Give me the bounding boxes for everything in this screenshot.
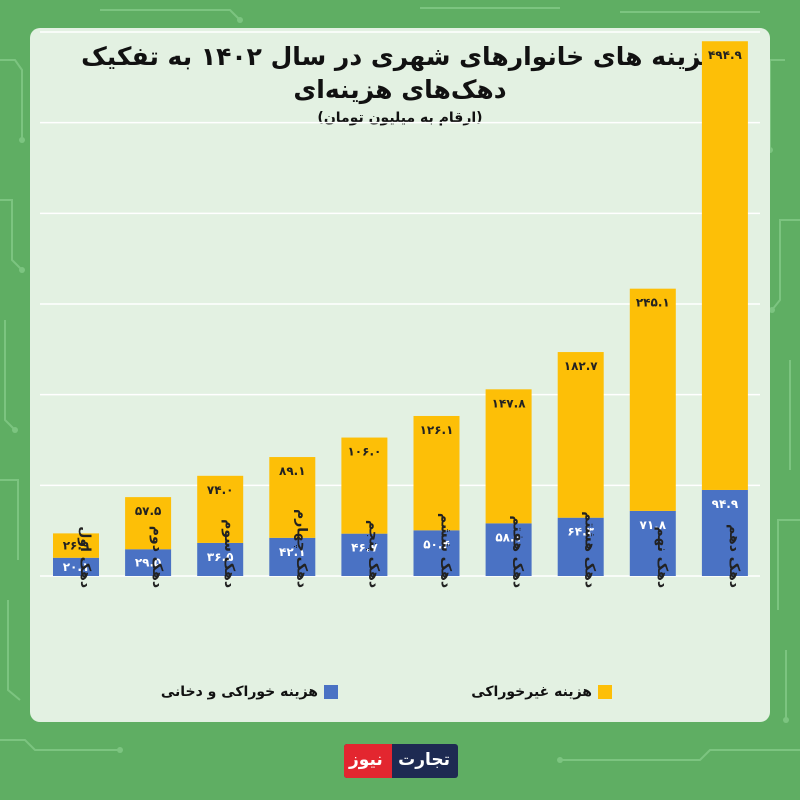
brand-logo: تجارت نیوز: [344, 744, 458, 778]
data-label: ۵۰.۴: [423, 537, 450, 551]
data-label: ۱۴۷.۸: [492, 396, 527, 410]
brand-logo-red-block: [344, 744, 392, 778]
legend: هزینه غیرخوراکی هزینه خوراکی و دخانی: [40, 684, 760, 706]
data-label: ۱۰۶.۰: [347, 445, 381, 459]
bar-segment-food: [629, 510, 676, 576]
bar-segment-non-food: [413, 415, 460, 531]
data-label: ۶۴.۳: [567, 525, 594, 539]
bar-segment-food: [341, 533, 388, 576]
bar-segment-non-food: [197, 475, 244, 543]
bar-segment-food: [197, 542, 244, 576]
data-label: ۲۰.۱: [63, 560, 90, 574]
bar-segment-non-food: [701, 41, 748, 490]
bar-segment-food: [557, 517, 604, 576]
legend-label-non-food: هزینه غیرخوراکی: [471, 684, 592, 700]
bar-segment-non-food: [125, 497, 172, 550]
bar-segment-food: [413, 530, 460, 576]
bar-segment-non-food: [485, 389, 532, 524]
data-label: ۳۶.۵: [207, 550, 234, 564]
category-label: دهک دهم: [726, 524, 742, 588]
bar-segment-non-food: [341, 437, 388, 534]
data-label: ۷۱.۸: [640, 518, 667, 532]
category-label: دهک هشتم: [582, 511, 598, 588]
data-label: ۸۹.۱: [279, 464, 306, 478]
category-label: دهک هفتم: [510, 515, 526, 588]
bar-segment-food: [485, 523, 532, 576]
bar-segment-non-food: [629, 288, 676, 511]
category-label: دهک نهم: [654, 526, 670, 588]
brand-logo-text-accent: نیوز: [349, 750, 383, 770]
data-label: ۴۶.۷: [351, 541, 378, 555]
bar-segment-food: [269, 537, 316, 576]
category-label: دهک دوم: [149, 526, 165, 588]
data-label: ۹۴.۹: [712, 497, 739, 511]
bar-segment-food: [701, 489, 748, 576]
category-label: دهک چهارم: [293, 509, 309, 588]
legend-label-food: هزینه خوراکی و دخانی: [160, 684, 318, 700]
legend-item-non-food: هزینه غیرخوراکی: [471, 684, 612, 700]
category-label: دهک اول: [77, 526, 93, 588]
data-label: ۵۸.۱: [495, 530, 522, 544]
chart-title: هزینه های خانوارهای شهری در سال ۱۴۰۲ به …: [81, 42, 719, 104]
legend-item-food: هزینه خوراکی و دخانی: [161, 684, 338, 700]
brand-logo-text-main: تجارت: [398, 750, 450, 770]
bar-segment-food: [53, 557, 99, 576]
data-label: ۱۸۲.۷: [564, 359, 599, 373]
data-label: ۲۴۵.۱: [636, 296, 670, 310]
legend-swatch-food: [324, 685, 338, 699]
bar-segment-non-food: [53, 533, 99, 558]
category-label: دهک پنجم: [365, 520, 381, 588]
bar-segment-food: [125, 549, 172, 576]
data-label: ۴۹۴.۹: [708, 48, 743, 62]
data-label: ۲۹.۵: [135, 556, 162, 570]
legend-swatch-non-food: [598, 685, 612, 699]
data-label: ۱۲۶.۱: [420, 423, 454, 437]
data-label: ۴۲.۱: [279, 545, 306, 559]
bar-segment-non-food: [557, 352, 604, 518]
category-label: دهک ششم: [438, 513, 454, 588]
data-label: ۲۶.۹: [63, 539, 90, 553]
bar-segment-non-food: [269, 457, 316, 538]
data-label: ۵۷.۵: [135, 504, 162, 518]
category-label: دهک سوم: [221, 519, 237, 588]
data-label: ۷۴.۰: [207, 483, 234, 497]
